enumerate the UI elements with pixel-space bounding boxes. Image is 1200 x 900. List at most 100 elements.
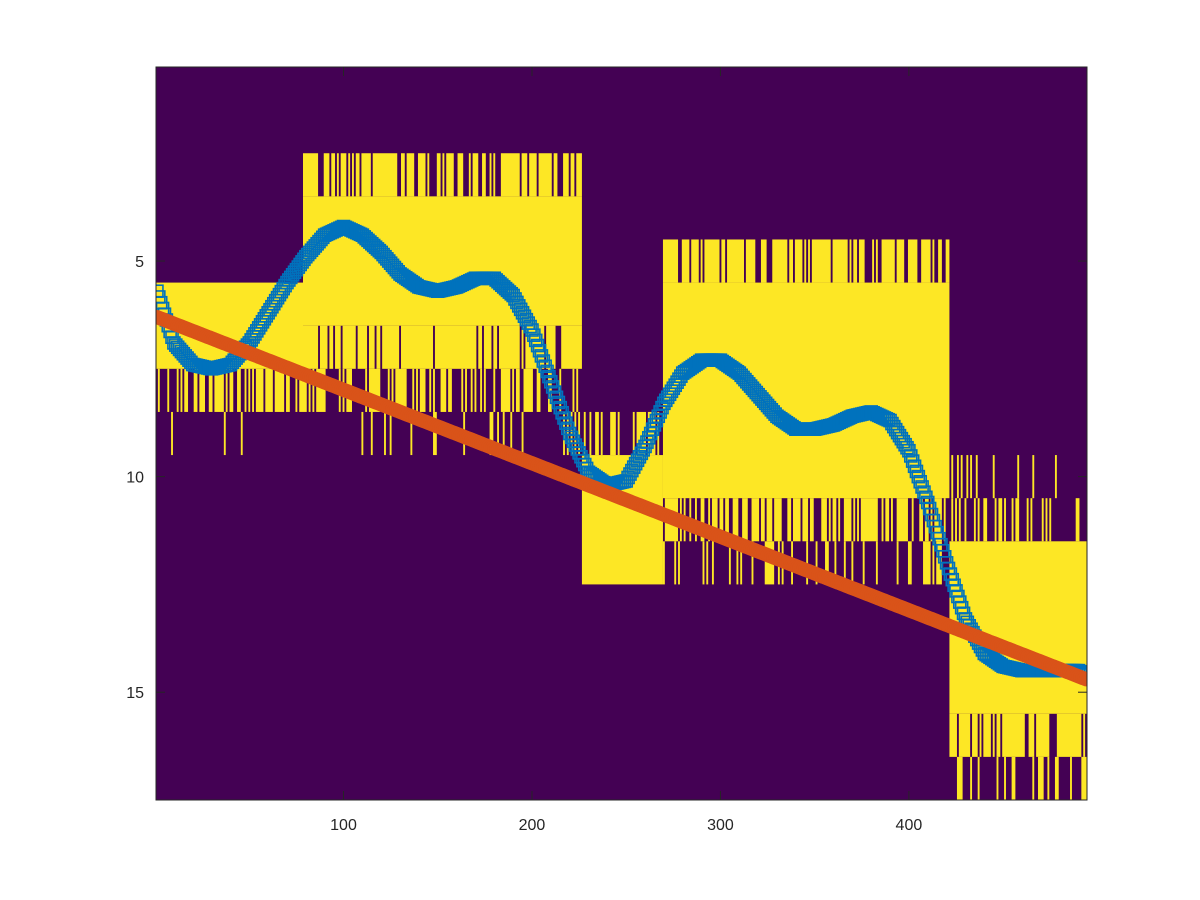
image-cell-streak [996,713,1001,757]
series-point [649,413,664,428]
image-cell-streak [998,498,1003,542]
image-cell-streak [546,325,556,369]
series-point [645,422,660,436]
image-cell-streak [553,153,558,197]
x-tick-label: 100 [330,817,357,834]
x-tick-label: 400 [896,817,923,834]
image-cell-streak [286,368,290,412]
image-cell-streak [1070,756,1072,800]
image-cell-streak [248,368,251,412]
image-cell-streak [482,153,486,197]
image-cell-streak [176,368,179,412]
image-cell-streak [412,368,415,412]
image-cell-streak [589,411,592,456]
image-cell-streak [336,153,339,197]
image-cell-streak [1028,713,1035,757]
image-cell-streak [472,153,479,197]
image-cell-streak [860,498,878,542]
series-point [532,343,547,358]
image-cell-streak [208,368,213,412]
image-cell-streak [416,368,418,412]
image-cell-streak [252,368,254,412]
image-cell-streak [793,498,801,542]
series-point [651,409,666,424]
image-cell-streak [975,455,978,499]
image-cell-streak [745,239,756,283]
image-cell-streak [1045,498,1048,542]
series-point [907,459,922,474]
image-cell-streak [983,498,988,542]
series-point [559,416,573,430]
image-cell-streak [821,498,827,542]
image-cell-streak [1030,498,1033,542]
series-point [542,369,556,384]
image-cell-streak [384,411,386,456]
image-cell-streak [809,498,814,542]
image-cell-streak [244,368,247,412]
series-point [1078,672,1087,687]
image-cell-streak [896,239,905,283]
image-cell-streak [964,498,967,542]
image-cell-streak [417,153,426,197]
image-cell-streak [955,498,957,542]
image-layer [156,153,1087,800]
image-cell-streak [433,411,437,456]
image-cell-streak [434,325,477,369]
image-cell-streak [576,368,579,412]
image-cell-streak [225,368,228,412]
image-cell-streak [171,411,173,456]
image-cell-streak [342,325,356,369]
series-point [900,440,914,455]
image-cell-streak [303,325,319,369]
series-point [909,464,924,479]
image-cell-streak [483,368,486,412]
image-cell-streak [401,325,434,369]
image-cell-streak [303,368,307,412]
image-cell-streak [977,498,980,542]
image-cell-streak [1017,455,1020,499]
axes: 100 200 300 400 5 10 15 [126,66,1088,834]
image-cell-streak [921,239,931,283]
image-cell-streak [502,411,505,456]
image-cell-streak [1032,455,1035,499]
image-cell-streak [387,368,390,412]
image-cell-streak [1081,756,1087,800]
series-point [917,485,931,499]
series-point [902,443,916,458]
series-point [545,380,560,394]
image-cell-streak [1047,756,1050,800]
image-cell-streak [465,368,467,412]
image-cell-streak [875,239,878,283]
image-cell-streak [951,455,954,499]
image-cell-streak [193,368,198,412]
series-point [530,338,545,353]
image-cell-streak [808,239,810,283]
image-cell-streak [610,411,616,456]
image-cell-streak [319,325,328,369]
image-cell-streak [802,498,809,542]
image-cell-streak [563,153,569,197]
image-cell-streak [419,368,426,412]
image-cell-streak [806,541,809,585]
image-cell-streak [312,368,315,412]
image-cell-streak [376,325,381,369]
image-cell-streak [561,325,582,369]
image-cell-streak [636,411,646,456]
image-cell-streak [1011,756,1016,800]
image-cell-streak [372,153,398,197]
image-cell-streak [996,756,999,800]
image-cell-streak [265,368,273,412]
image-cell-streak [958,498,961,542]
image-cell-streak [1049,498,1052,542]
image-cell-streak [881,498,884,542]
image-cell-streak [493,153,496,197]
image-cell-streak [853,498,856,542]
image-cell-streak [994,498,997,542]
series-point [547,385,562,399]
image-cell-streak [992,455,995,499]
series-point [557,411,571,425]
image-cell-streak [972,713,978,757]
image-cell-streak [229,368,234,412]
axes-box [155,66,1088,801]
image-cell-streak [828,498,831,542]
